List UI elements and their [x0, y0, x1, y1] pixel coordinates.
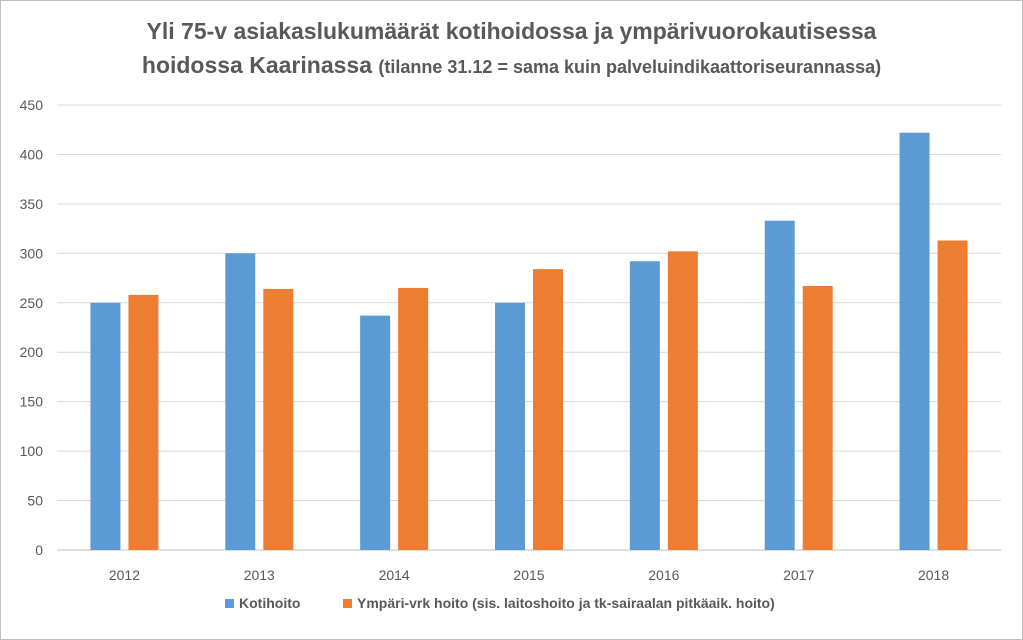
bar-ymparivrk-2016 [667, 251, 698, 550]
y-tick-label: 100 [20, 443, 44, 459]
bar-kotihoito-2018 [899, 132, 930, 550]
chart-title-line2: hoidossa Kaarinassa (tilanne 31.12 = sam… [1, 49, 1022, 83]
chart-title-line1: Yli 75-v asiakaslukumäärät kotihoidossa … [146, 18, 877, 44]
bar-ymparivrk-2014 [398, 287, 429, 550]
chart-title: Yli 75-v asiakaslukumäärät kotihoidossa … [1, 15, 1022, 83]
y-tick-label: 200 [20, 344, 44, 360]
legend-label-ymparivrk: Ympäri-vrk hoito (sis. laitoshoito ja tk… [357, 595, 775, 611]
bar-ymparivrk-2013 [263, 288, 294, 550]
x-tick-label: 2017 [783, 567, 814, 583]
y-tick-label: 400 [20, 146, 44, 162]
bar-kotihoito-2014 [360, 315, 391, 550]
y-tick-label: 50 [27, 493, 43, 509]
bar-ymparivrk-2012 [128, 294, 159, 550]
x-tick-label: 2016 [648, 567, 679, 583]
bar-ymparivrk-2018 [937, 240, 968, 550]
bar-kotihoito-2017 [764, 220, 795, 550]
y-tick-label: 350 [20, 196, 44, 212]
y-tick-label: 0 [35, 542, 43, 558]
y-tick-label: 250 [20, 295, 44, 311]
legend-label-kotihoito: Kotihoito [239, 595, 300, 611]
bar-ymparivrk-2015 [533, 269, 563, 550]
bar-ymparivrk-2017 [802, 285, 833, 550]
chart-title-suffix: (tilanne 31.12 = sama kuin palveluindika… [378, 57, 882, 77]
x-tick-label: 2012 [109, 567, 140, 583]
x-tick-label: 2013 [244, 567, 275, 583]
legend-swatch-kotihoito [225, 599, 234, 608]
chart-title-main: hoidossa Kaarinassa [141, 52, 372, 78]
x-tick-label: 2014 [379, 567, 410, 583]
bar-kotihoito-2012 [90, 302, 121, 550]
y-tick-label: 450 [20, 97, 44, 113]
y-tick-label: 150 [20, 394, 44, 410]
bar-kotihoito-2015 [495, 302, 525, 550]
bar-kotihoito-2013 [225, 253, 256, 551]
bar-kotihoito-2016 [629, 261, 660, 550]
x-tick-label: 2015 [513, 567, 544, 583]
legend-swatch-ymparivrk [343, 599, 352, 608]
y-tick-label: 300 [20, 245, 44, 261]
x-tick-label: 2018 [918, 567, 949, 583]
